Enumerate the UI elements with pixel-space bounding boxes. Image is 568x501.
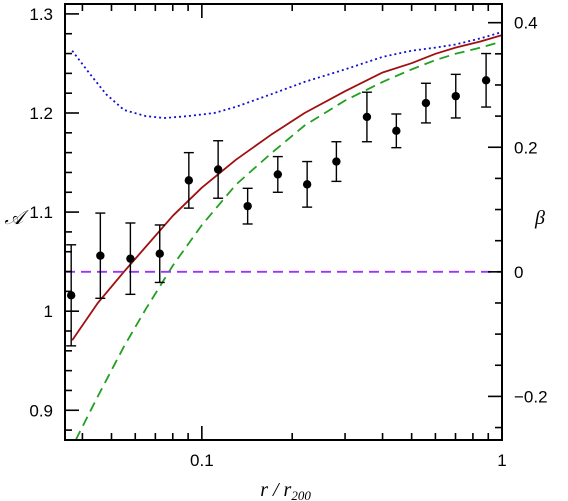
x-axis-label-subscript: 200: [291, 488, 311, 501]
data-point: [273, 170, 283, 179]
ticks-layer: [65, 4, 503, 440]
x-tick-label: 0.1: [190, 451, 214, 470]
data-point: [481, 76, 491, 85]
points-layer: [66, 52, 492, 347]
data-point: [96, 251, 105, 260]
y-right-tick-label: 0.4: [514, 14, 538, 33]
data-point: [243, 201, 252, 211]
series-3-dotted-line: [71, 31, 503, 119]
data-point: [392, 126, 401, 136]
y-left-tick-label: 0.9: [29, 401, 53, 420]
data-point: [155, 249, 164, 258]
data-point: [451, 91, 460, 101]
plot-frame: [64, 3, 503, 441]
y-left-tick-label: 1: [44, 302, 53, 321]
y-right-tick-label: −0.2: [514, 387, 548, 406]
data-point: [184, 176, 194, 185]
data-point: [213, 165, 223, 174]
y-right-axis-label: β: [534, 207, 545, 229]
data-point: [66, 291, 76, 300]
labels-layer: 0.1 1 0.9 1 1.1 1.2 1.3 −0.2 0 0.2 0.4 r / r200 𝒜 β: [5, 5, 548, 501]
series-1-solid-line: [71, 34, 503, 341]
y-right-tick-label: 0: [514, 263, 523, 282]
series-layer: [65, 31, 503, 441]
x-axis-label: r / r200: [260, 479, 311, 501]
y-left-tick-label: 1.3: [29, 5, 53, 24]
y-left-tick-label: 1.1: [29, 203, 53, 222]
series-2-dashed-line: [74, 40, 503, 441]
data-point: [302, 180, 312, 189]
y-right-tick-label: 0.2: [514, 138, 538, 157]
y-left-tick-label: 1.2: [29, 104, 53, 123]
x-axis-label-main: r / r: [260, 479, 291, 501]
y-left-axis-label: 𝒜: [5, 207, 30, 229]
data-point: [126, 254, 135, 263]
data-point: [332, 157, 341, 166]
x-tick-label: 1: [497, 451, 506, 470]
data-point: [362, 112, 372, 122]
data-point: [421, 98, 431, 108]
